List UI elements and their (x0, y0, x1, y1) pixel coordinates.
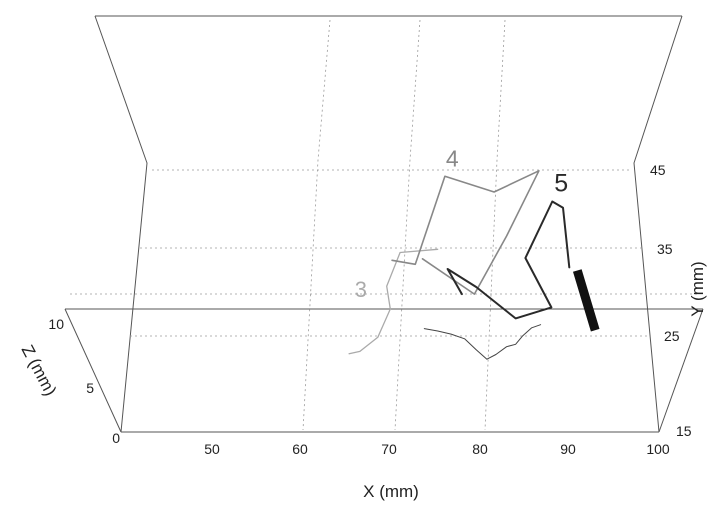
series-4-label: 4 (446, 145, 459, 171)
y-tick-label-15: 15 (676, 423, 692, 439)
series-5-label: 5 (554, 170, 568, 198)
y-tick-labels: 15 25 35 45 (650, 162, 692, 439)
contour-group (423, 324, 542, 360)
x-tick-label-100: 100 (646, 441, 670, 457)
gridline-x80 (484, 19, 506, 431)
x-tick-label-80: 80 (472, 441, 488, 457)
y-tick-label-35: 35 (657, 241, 673, 257)
electrode-track (572, 269, 600, 332)
surface-contour-line (423, 324, 542, 360)
x-tick-label-90: 90 (560, 441, 576, 457)
series-3-label: 3 (355, 277, 367, 302)
series-3-line (348, 248, 439, 355)
y-tick-label-45: 45 (650, 162, 666, 178)
electrode-group (572, 269, 600, 332)
gridline-x60 (302, 19, 331, 431)
series-5-line (446, 200, 571, 320)
x-tick-label-70: 70 (381, 441, 397, 457)
x-tick-labels: 50 60 70 80 90 100 (204, 441, 670, 457)
x-tick-label-50: 50 (204, 441, 220, 457)
y-axis-label: Y (mm) (688, 261, 707, 316)
gridline-x70 (394, 19, 421, 431)
box-left-depth-edge (64, 308, 122, 433)
plot-box (64, 15, 704, 433)
z-tick-labels: 0 5 10 (48, 316, 120, 446)
y-tick-label-25: 25 (664, 328, 680, 344)
x-tick-label-60: 60 (292, 441, 308, 457)
z-tick-label-0: 0 (112, 430, 120, 446)
box-left-wall (94, 15, 148, 433)
series-4-line (391, 170, 540, 295)
series-group: 3 4 5 (348, 145, 571, 355)
x-axis-label: X (mm) (363, 482, 419, 501)
z-tick-label-10: 10 (48, 316, 64, 332)
z-axis-label: Z (mm) (18, 342, 60, 399)
box-right-wall (633, 15, 683, 433)
box-right-depth-edge (658, 308, 704, 433)
z-tick-label-5: 5 (86, 380, 94, 396)
